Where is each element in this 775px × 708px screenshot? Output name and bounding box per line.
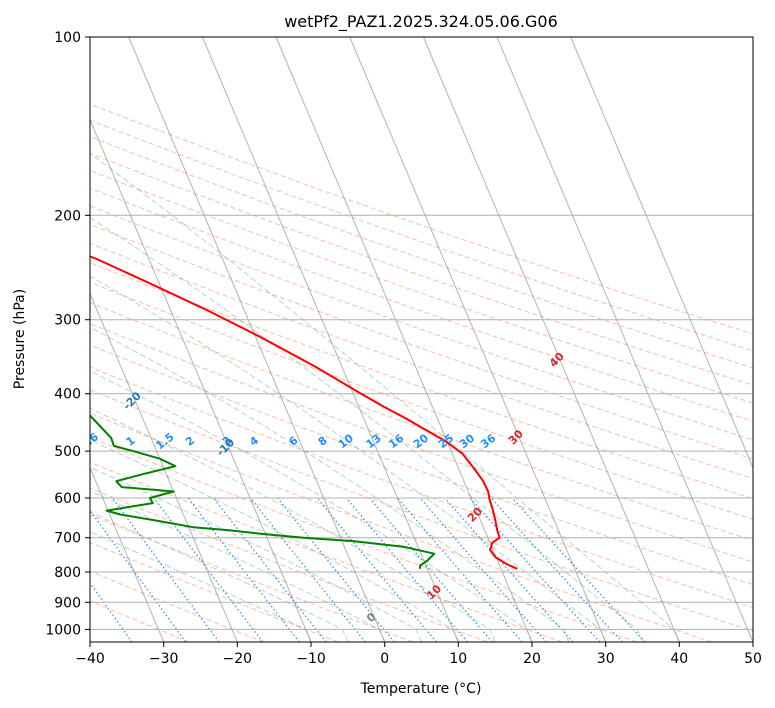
y-tick-label: 1000 xyxy=(45,622,81,638)
y-tick-label: 100 xyxy=(54,30,81,46)
dry-adiabats xyxy=(90,103,753,642)
y-tick-label: 600 xyxy=(54,491,81,507)
dry-adiabat-line xyxy=(90,262,753,500)
moist-adiabat-line xyxy=(90,217,643,642)
x-axis-title: Temperature (°C) xyxy=(360,681,482,697)
mixing-ratio-line xyxy=(345,497,468,642)
y-tick-label: 900 xyxy=(54,595,81,611)
isotherm-line xyxy=(90,118,312,642)
mixing-ratio-line xyxy=(112,497,220,642)
mixing-ratio-line xyxy=(153,497,264,642)
plot-frame xyxy=(89,36,754,643)
mixing-ratio-line xyxy=(397,497,523,642)
mixing-ratio-line xyxy=(187,497,300,642)
y-axis: 100 200 300 400 500 600 700 800 900 1000 xyxy=(45,30,90,638)
dry-adiabat-line xyxy=(90,169,753,404)
dry-adiabat-line xyxy=(90,103,753,335)
isotherm-line xyxy=(201,37,459,642)
reference-lines xyxy=(90,37,753,642)
dry-adiabat-line xyxy=(90,389,753,632)
isotherm-line xyxy=(275,37,533,642)
dry-adiabat-line xyxy=(90,436,638,642)
dry-adiabat-line xyxy=(90,205,753,441)
profile-series xyxy=(90,255,518,570)
y-tick-label: 800 xyxy=(54,565,81,581)
x-tick-label: 0 xyxy=(380,651,389,667)
dry-adiabat-line xyxy=(90,366,753,609)
isotherm-line xyxy=(570,37,753,470)
moist-adiabat-line xyxy=(90,370,533,642)
isotherm-line xyxy=(349,37,607,642)
dry-adiabat-line xyxy=(90,487,488,642)
moist-adiabats xyxy=(90,152,680,642)
isotherm-line xyxy=(496,37,753,642)
isotherms xyxy=(90,37,753,642)
dry-adiabat-line xyxy=(90,323,753,563)
dry-adiabat-line xyxy=(90,152,753,386)
mixing-ratio-line xyxy=(369,497,493,642)
moist-adiabat-line xyxy=(90,152,680,642)
y-tick-label: 700 xyxy=(54,531,81,547)
moist-adiabat-line xyxy=(90,326,570,642)
moist-adiabat-line xyxy=(90,466,422,642)
moist-adiabat-line xyxy=(90,490,386,642)
y-tick-label: 500 xyxy=(54,444,81,460)
mixing-ratio-line xyxy=(90,509,187,642)
dry-adiabat-line xyxy=(90,119,753,352)
moist-adiabat-line xyxy=(90,439,459,642)
dry-adiabat-line xyxy=(90,187,753,422)
moist-adiabat-line xyxy=(90,531,312,642)
x-tick-label: 20 xyxy=(523,651,541,667)
x-tick-label: −10 xyxy=(296,651,326,667)
pressure-gridlines xyxy=(90,37,753,630)
x-tick-label: 50 xyxy=(744,651,762,667)
x-tick-label: −40 xyxy=(75,651,105,667)
mixing-ratio-label: 0.6 xyxy=(78,430,102,452)
y-tick-label: 200 xyxy=(54,208,81,224)
mixing-ratio-line xyxy=(490,497,623,642)
x-tick-label: −30 xyxy=(149,651,179,667)
dry-adiabat-line xyxy=(90,242,753,480)
x-tick-label: 40 xyxy=(670,651,688,667)
dry-adiabat-line xyxy=(90,570,264,642)
isotherm-line xyxy=(90,292,238,642)
dewpoint-line xyxy=(90,413,436,569)
x-tick-label: 30 xyxy=(597,651,615,667)
temperature-line xyxy=(90,255,518,570)
isotherm-line xyxy=(90,466,165,642)
mixing-ratio-line xyxy=(250,497,366,642)
x-tick-label: 10 xyxy=(449,651,467,667)
y-axis-title: Pressure (hPa) xyxy=(12,289,28,389)
dry-adiabat-line xyxy=(90,461,563,642)
y-tick-label: 400 xyxy=(54,387,81,403)
y-tick-label: 300 xyxy=(54,313,81,329)
x-tick-label: −20 xyxy=(223,651,253,667)
moist-adiabat-line xyxy=(90,407,496,642)
dry-adiabat-line xyxy=(90,412,712,642)
mixing-ratio-line xyxy=(316,497,437,642)
mixing-ratio-line xyxy=(277,497,395,642)
mixing-ratio-line xyxy=(511,497,646,642)
dry-adiabat-line xyxy=(90,223,753,460)
dry-adiabat-line xyxy=(90,136,753,369)
isotherm-line xyxy=(422,37,680,642)
mixing-ratio-line xyxy=(444,497,574,642)
x-axis: −40 −30 −20 −10 0 10 20 30 40 50 xyxy=(75,642,762,667)
chart-title: wetPf2_PAZ1.2025.324.05.06.G06 xyxy=(284,12,558,32)
dry-adiabat-line xyxy=(90,281,753,520)
mixing-ratio-line xyxy=(213,497,327,642)
